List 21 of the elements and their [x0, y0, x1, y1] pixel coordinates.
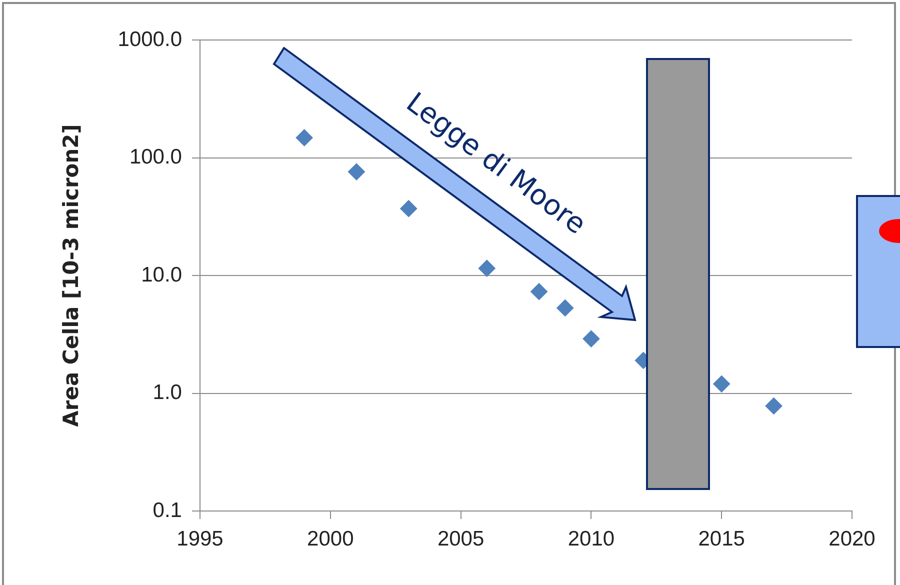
point — [713, 375, 730, 392]
y-tick-label: 1.0 — [152, 381, 182, 404]
point — [348, 163, 365, 180]
x-tick-label: 1995 — [176, 527, 224, 550]
x-tick-label: 2010 — [568, 527, 615, 550]
point — [400, 200, 418, 218]
x-tick-label: 2020 — [828, 527, 876, 550]
point — [296, 129, 313, 146]
point — [478, 260, 496, 277]
y-tick-label: 1000.0 — [118, 28, 182, 51]
y-tick-label: 100.0 — [129, 146, 182, 169]
point — [530, 283, 548, 300]
x-tick-label: 2005 — [437, 527, 484, 550]
point — [765, 397, 782, 414]
point — [556, 299, 574, 316]
y-tick-label: 0.1 — [152, 498, 182, 522]
y-tick-label: 10.0 — [141, 263, 182, 286]
x-tick-label: 2015 — [698, 527, 745, 550]
point — [582, 330, 600, 348]
y-axis-title: Area Cella [10-3 micron2] — [59, 124, 84, 427]
x-tick-label: 2000 — [307, 527, 354, 550]
